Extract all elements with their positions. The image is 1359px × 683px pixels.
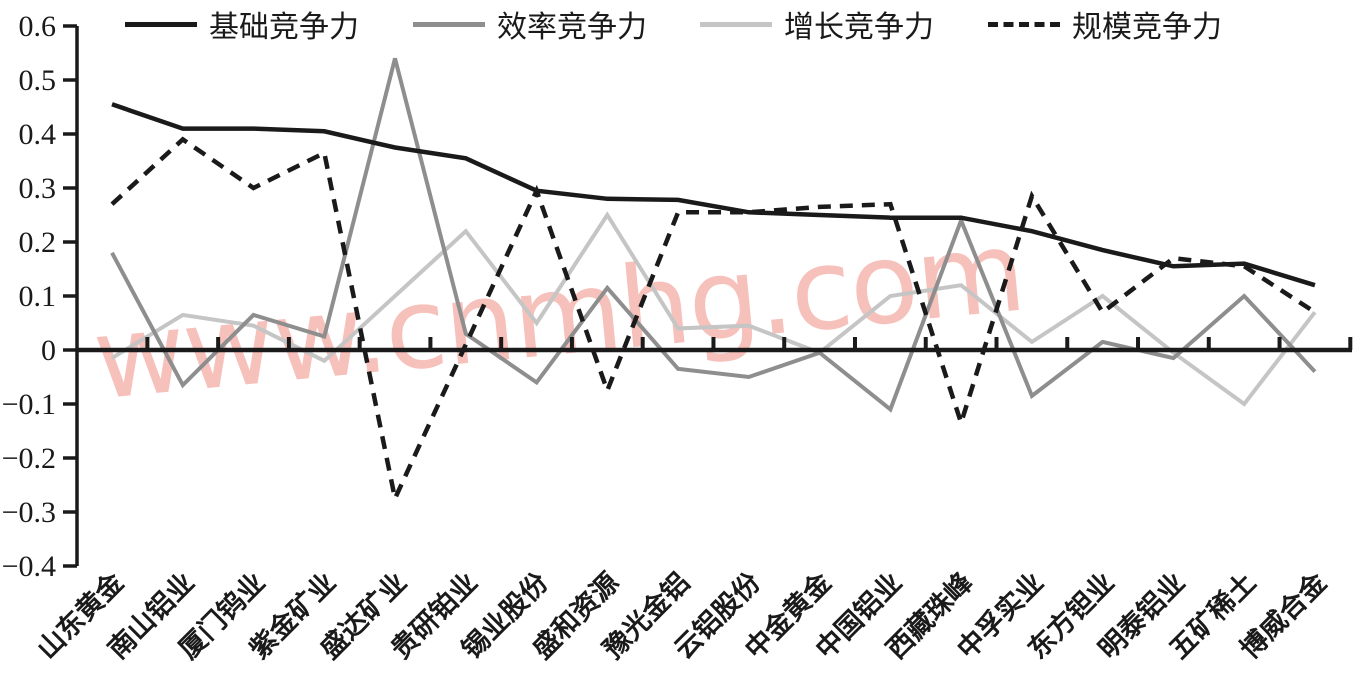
y-tick-label: −0.4 bbox=[2, 550, 56, 583]
y-tick-label: −0.3 bbox=[2, 496, 56, 529]
y-tick-label: 0 bbox=[41, 334, 56, 367]
legend-item-scale: 规模竞争力 bbox=[988, 8, 1222, 44]
legend-label: 规模竞争力 bbox=[1072, 11, 1222, 44]
series-line-base bbox=[111, 102, 1316, 288]
legend: 基础竞争力 效率竞争力 增长竞争力 规模竞争力 bbox=[0, 8, 1359, 48]
series-line-efficiency bbox=[110, 57, 1317, 413]
y-tick-label: 0.5 bbox=[19, 64, 57, 97]
legend-item-base: 基础竞争力 bbox=[125, 8, 359, 44]
legend-item-growth: 增长竞争力 bbox=[700, 8, 934, 44]
y-tick-label: 0.2 bbox=[19, 226, 57, 259]
legend-swatch-solid-lightgray bbox=[700, 21, 772, 27]
y-tick-label: −0.2 bbox=[2, 442, 56, 475]
legend-swatch-solid-gray bbox=[413, 21, 485, 27]
series-line-growth bbox=[110, 211, 1317, 407]
y-tick-label: 0.6 bbox=[19, 10, 57, 43]
legend-swatch-dashed-black bbox=[988, 21, 1060, 27]
y-tick-label: −0.1 bbox=[2, 388, 56, 421]
legend-swatch-solid-black bbox=[125, 21, 197, 27]
y-tick-label: 0.3 bbox=[19, 172, 57, 205]
legend-label: 效率竞争力 bbox=[497, 11, 647, 44]
series-line-scale bbox=[110, 136, 1317, 506]
legend-item-efficiency: 效率竞争力 bbox=[413, 8, 647, 44]
legend-label: 基础竞争力 bbox=[209, 11, 359, 44]
legend-label: 增长竞争力 bbox=[784, 11, 934, 44]
y-tick-label: 0.4 bbox=[19, 118, 57, 151]
y-tick-label: 0.1 bbox=[19, 280, 57, 313]
